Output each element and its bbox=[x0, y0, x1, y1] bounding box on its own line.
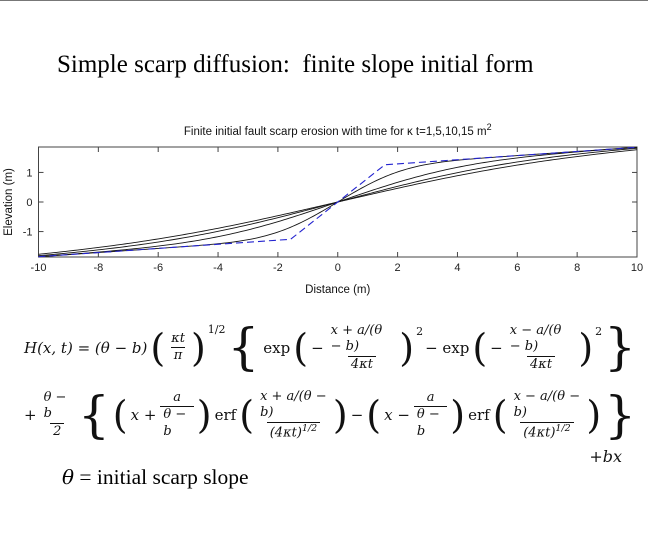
lparen: ( bbox=[366, 392, 382, 437]
x-plus: x + bbox=[130, 406, 157, 425]
x-tick-label: 2 bbox=[395, 262, 401, 274]
lparen: ( bbox=[239, 392, 255, 437]
initial-profile-curve bbox=[38, 146, 638, 258]
chart-title: Finite initial fault scarp erosion with … bbox=[184, 122, 492, 138]
theta-note: θ = initial scarp slope bbox=[62, 465, 249, 490]
frac-x-plus: x + a/(θ − b) 4κt bbox=[330, 323, 383, 372]
lparen: ( bbox=[112, 392, 128, 437]
minus-sign: − bbox=[311, 338, 324, 357]
exponent-2: 2 bbox=[416, 325, 424, 339]
y-tick-label: -1 bbox=[23, 227, 33, 239]
x-tick-label: -10 bbox=[31, 262, 47, 274]
slide-title: Simple scarp diffusion: finite slope ini… bbox=[57, 51, 534, 78]
x-tick-label: -6 bbox=[153, 262, 163, 274]
y-tick-label: 1 bbox=[26, 167, 32, 179]
theta-note-text: = initial scarp slope bbox=[74, 465, 249, 489]
rparen: ) bbox=[450, 392, 466, 437]
minus-sign: − bbox=[350, 406, 364, 425]
x-minus: x − bbox=[384, 406, 410, 425]
frac-theta-b-2: θ − b 2 bbox=[43, 390, 67, 439]
rparen: ) bbox=[332, 392, 348, 437]
eq-lhs: H(x, t) = (θ − b) bbox=[24, 338, 148, 357]
x-tick-label: 10 bbox=[631, 262, 643, 274]
plus-sign: + bbox=[24, 406, 37, 425]
rparen: ) bbox=[586, 392, 602, 437]
rparen: ) bbox=[190, 325, 206, 370]
exponent-half: 1/2 bbox=[301, 422, 318, 434]
exp-operator: exp bbox=[263, 338, 291, 357]
rparen: ) bbox=[578, 325, 594, 370]
lbrace: { bbox=[77, 385, 110, 444]
x-tick-label: 0 bbox=[335, 262, 341, 274]
x-tick-label: 4 bbox=[454, 262, 460, 274]
exponent-half: 1/2 bbox=[555, 422, 571, 434]
lbrace: { bbox=[227, 318, 260, 377]
chart-area: -10 -8 -6 -4 -2 0 2 4 6 8 10 -1 0 1 Finite initial fau… bbox=[0, 117, 648, 303]
y-tick-label: 0 bbox=[26, 197, 32, 209]
rbrace: } bbox=[604, 385, 637, 444]
rparen: ) bbox=[196, 392, 212, 437]
frac-erf1: x + a/(θ − b) (4κt)1/2 bbox=[260, 389, 327, 440]
rbrace: } bbox=[604, 318, 636, 377]
y-axis-label: Elevation (m) bbox=[3, 168, 15, 236]
frac-a-over-theta-b: a θ − b bbox=[413, 390, 448, 440]
frac-a-over-theta-b: a θ − b bbox=[160, 390, 194, 440]
exponent-2: 2 bbox=[595, 325, 603, 339]
minus-sign: − bbox=[490, 338, 503, 357]
x-tick-label: -8 bbox=[93, 262, 103, 274]
lparen: ( bbox=[492, 392, 508, 437]
frac-kt-pi: κt π bbox=[170, 331, 186, 364]
frac-x-minus: x − a/(θ − b) 4κt bbox=[509, 323, 562, 372]
equation-line-1: H(x, t) = (θ − b) ( κt π ) 1/2 { exp ( −… bbox=[22, 318, 638, 377]
x-tick-label: 6 bbox=[514, 262, 520, 274]
x-tick-label: -4 bbox=[213, 262, 223, 274]
rparen: ) bbox=[399, 325, 415, 370]
equation-line-2: + θ − b 2 { ( x + a θ − b ) erf ( x + a/… bbox=[22, 389, 638, 441]
theta-symbol: θ bbox=[62, 465, 75, 489]
equation-line-3: +bx bbox=[589, 447, 622, 466]
lparen: ( bbox=[150, 325, 166, 370]
lparen: ( bbox=[293, 325, 309, 370]
frac-erf2: x − a/(θ − b) (4κt)1/2 bbox=[513, 389, 581, 440]
erf-operator: erf bbox=[468, 406, 490, 425]
lparen: ( bbox=[472, 325, 488, 370]
x-tick-label: -2 bbox=[273, 262, 283, 274]
exponent-half: 1/2 bbox=[207, 323, 226, 337]
erf-operator: erf bbox=[214, 406, 237, 425]
x-axis-label: Distance (m) bbox=[305, 284, 370, 296]
minus-exp-operator: − exp bbox=[425, 338, 470, 357]
x-tick-label: 8 bbox=[574, 262, 580, 274]
